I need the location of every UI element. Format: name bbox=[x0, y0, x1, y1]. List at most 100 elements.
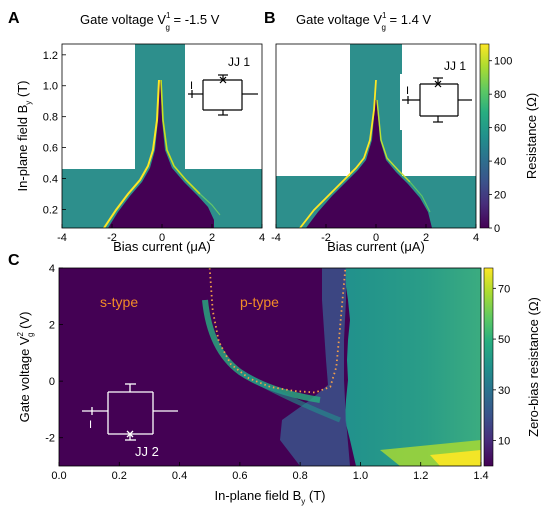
panel-c-ytick-label: 2 bbox=[49, 320, 55, 332]
panel-letter-a: A bbox=[8, 10, 20, 27]
panel-a-title-sup: 1 bbox=[166, 11, 171, 20]
panel-c-xtick-label: 0.2 bbox=[112, 470, 127, 482]
panel-c-colorbar-label: Zero-bias resistance (Ω) bbox=[526, 297, 541, 437]
panel-b-superconducting-region bbox=[306, 100, 432, 228]
panel-b-peak-right bbox=[376, 99, 411, 183]
panel-c-xtick-label: 1.2 bbox=[413, 470, 428, 482]
panel-c-p-type-label: p-type bbox=[240, 294, 279, 310]
panel-b-xtick-label: 0 bbox=[373, 232, 379, 244]
panel-a-ylabel: In-plane field By (T) bbox=[15, 81, 33, 192]
panel-a-ylabel-main: In-plane field B bbox=[15, 105, 30, 192]
panel-a-junction-label: JJ 1 bbox=[228, 55, 250, 69]
panel-c-xtick-label: 1.4 bbox=[473, 470, 488, 482]
panel-b-xtick-label: -4 bbox=[271, 232, 281, 244]
panel-c-xlabel-main: In-plane field B bbox=[215, 488, 302, 503]
panel-b-xtick-label: 4 bbox=[473, 232, 479, 244]
panel-c-current-symbol: I bbox=[89, 419, 92, 431]
panel-c-ytick-label: 0 bbox=[49, 376, 55, 388]
panel-b-colorbar-tick-label: 20 bbox=[494, 190, 506, 202]
panel-c-colorbar-tick-label: 30 bbox=[498, 385, 510, 397]
panel-c-s-type-label: s-type bbox=[100, 294, 138, 310]
panel-a-title-value: = -1.5 V bbox=[170, 12, 220, 27]
panel-b-inset bbox=[400, 74, 472, 130]
panel-a-superconducting-region bbox=[108, 80, 214, 228]
panel-a-plot bbox=[62, 44, 262, 228]
panel-b-peak-faint bbox=[409, 181, 431, 213]
panel-c-ytick-label: 4 bbox=[49, 263, 55, 275]
panel-b-title-main: Gate voltage V bbox=[296, 12, 382, 27]
panel-c-xtick-label: 0.0 bbox=[51, 470, 66, 482]
panel-c-colorbar-tick-label: 10 bbox=[498, 436, 510, 448]
panel-b-colorbar-label: Resistance (Ω) bbox=[524, 93, 539, 179]
panel-a-peak-right bbox=[160, 79, 201, 195]
panel-b-title-value: = 1.4 V bbox=[386, 12, 431, 27]
panel-b-xlabel: Bias current (μA) bbox=[327, 239, 425, 254]
panel-a-current-symbol: I bbox=[190, 80, 193, 92]
panel-b-colorbar bbox=[479, 43, 490, 229]
panel-a-ytick-label: 0.6 bbox=[43, 143, 58, 155]
panel-c-inset bbox=[82, 383, 178, 441]
panel-a-ytick-label: 0.4 bbox=[43, 174, 58, 186]
panel-c-ylabel-unit: (V) bbox=[17, 312, 32, 333]
panel-c-colorbar-tick-label: 70 bbox=[498, 283, 510, 295]
panel-c-colorbar-tick-label: 50 bbox=[498, 334, 510, 346]
panel-c-axes: 0.0 0.2 0.4 0.6 0.8 1.0 1.2 1.4 -2 0 2 4 bbox=[45, 263, 488, 482]
panel-a-inset bbox=[186, 70, 258, 122]
panel-c-colorbar bbox=[483, 267, 494, 467]
panel-a-ylabel-sub: y bbox=[24, 101, 33, 105]
panel-b-colorbar-tick-label: 100 bbox=[494, 56, 512, 68]
panel-b-xtick-label: -2 bbox=[321, 232, 331, 244]
panel-b-title-sub: g bbox=[381, 23, 385, 32]
panel-c-ylabel-sup: 2 bbox=[16, 331, 25, 336]
panel-a-title-main: Gate voltage V bbox=[80, 12, 166, 27]
panel-a-ytick-label: 1.2 bbox=[43, 50, 58, 62]
panel-b-axes: -4 -2 0 2 4 bbox=[271, 224, 479, 244]
panel-b-colorbar-tick-label: 0 bbox=[494, 223, 500, 235]
panel-b-junction-label: JJ 1 bbox=[444, 59, 466, 73]
panel-a-ytick-label: 1.0 bbox=[43, 81, 58, 93]
panel-a-peak-faint bbox=[199, 193, 221, 216]
panel-c-xlabel-sub: y bbox=[301, 497, 305, 506]
panel-c-xtick-label: 0.6 bbox=[232, 470, 247, 482]
panel-a-xtick-label: -4 bbox=[57, 232, 67, 244]
panel-c-xlabel: In-plane field By (T) bbox=[215, 488, 326, 506]
panel-a-ytick-label: 0.8 bbox=[43, 112, 58, 124]
panel-c-xlabel-unit: (T) bbox=[305, 488, 325, 503]
panel-a-xtick-label: 4 bbox=[259, 232, 265, 244]
panel-letter-b: B bbox=[264, 10, 276, 27]
panel-a-axes: -4 -2 0 2 4 0.2 0.4 0.6 0.8 1.0 1.2 bbox=[43, 50, 265, 244]
panel-a-xtick-label: -2 bbox=[107, 232, 117, 244]
panel-letter-c: C bbox=[8, 252, 20, 269]
panel-b-title: Gate voltage V1 g = 1.4 V bbox=[296, 11, 431, 32]
panel-a-title-sub: g bbox=[165, 23, 169, 32]
panel-a-ylabel-unit: (T) bbox=[15, 81, 30, 101]
panel-c-frame bbox=[58, 267, 482, 467]
panel-a-title: Gate voltage V1 g = -1.5 V bbox=[80, 11, 220, 32]
panel-b-plot bbox=[276, 44, 476, 228]
panel-c-ylabel-sub: g bbox=[26, 333, 35, 337]
panel-c-ylabel-main: Gate voltage V bbox=[17, 336, 32, 422]
panel-b-colorbar-tick-label: 60 bbox=[494, 123, 506, 135]
panel-c-xtick-label: 0.4 bbox=[172, 470, 187, 482]
panel-c-normal-region bbox=[345, 268, 481, 466]
panel-c-plot bbox=[59, 268, 481, 466]
panel-a-xtick-label: 2 bbox=[209, 232, 215, 244]
panel-a-xtick-label: 0 bbox=[159, 232, 165, 244]
panel-c-hotspot-core bbox=[430, 450, 481, 466]
panel-a-xlabel: Bias current (μA) bbox=[113, 239, 211, 254]
panel-c-xtick-label: 0.8 bbox=[292, 470, 307, 482]
panel-b-colorbar-ticks: 0 20 40 60 80 100 bbox=[489, 56, 512, 235]
panel-b-title-sup: 1 bbox=[382, 11, 387, 20]
panel-a-ytick-label: 0.2 bbox=[43, 204, 58, 216]
panel-a-peak-left bbox=[103, 79, 160, 228]
panel-c-ylabel: Gate voltage V2g (V) bbox=[16, 312, 35, 423]
panel-c-colorbar-ticks: 10 30 50 70 bbox=[493, 283, 510, 448]
panel-b-colorbar-tick-label: 40 bbox=[494, 156, 506, 168]
panel-b-current-symbol: I bbox=[406, 85, 409, 97]
panel-c-ytick-label: -2 bbox=[45, 433, 55, 445]
panel-c-xtick-label: 1.0 bbox=[353, 470, 368, 482]
panel-b-colorbar-tick-label: 80 bbox=[494, 89, 506, 101]
panel-b-peak-left bbox=[299, 79, 377, 228]
panel-b-xtick-label: 2 bbox=[423, 232, 429, 244]
